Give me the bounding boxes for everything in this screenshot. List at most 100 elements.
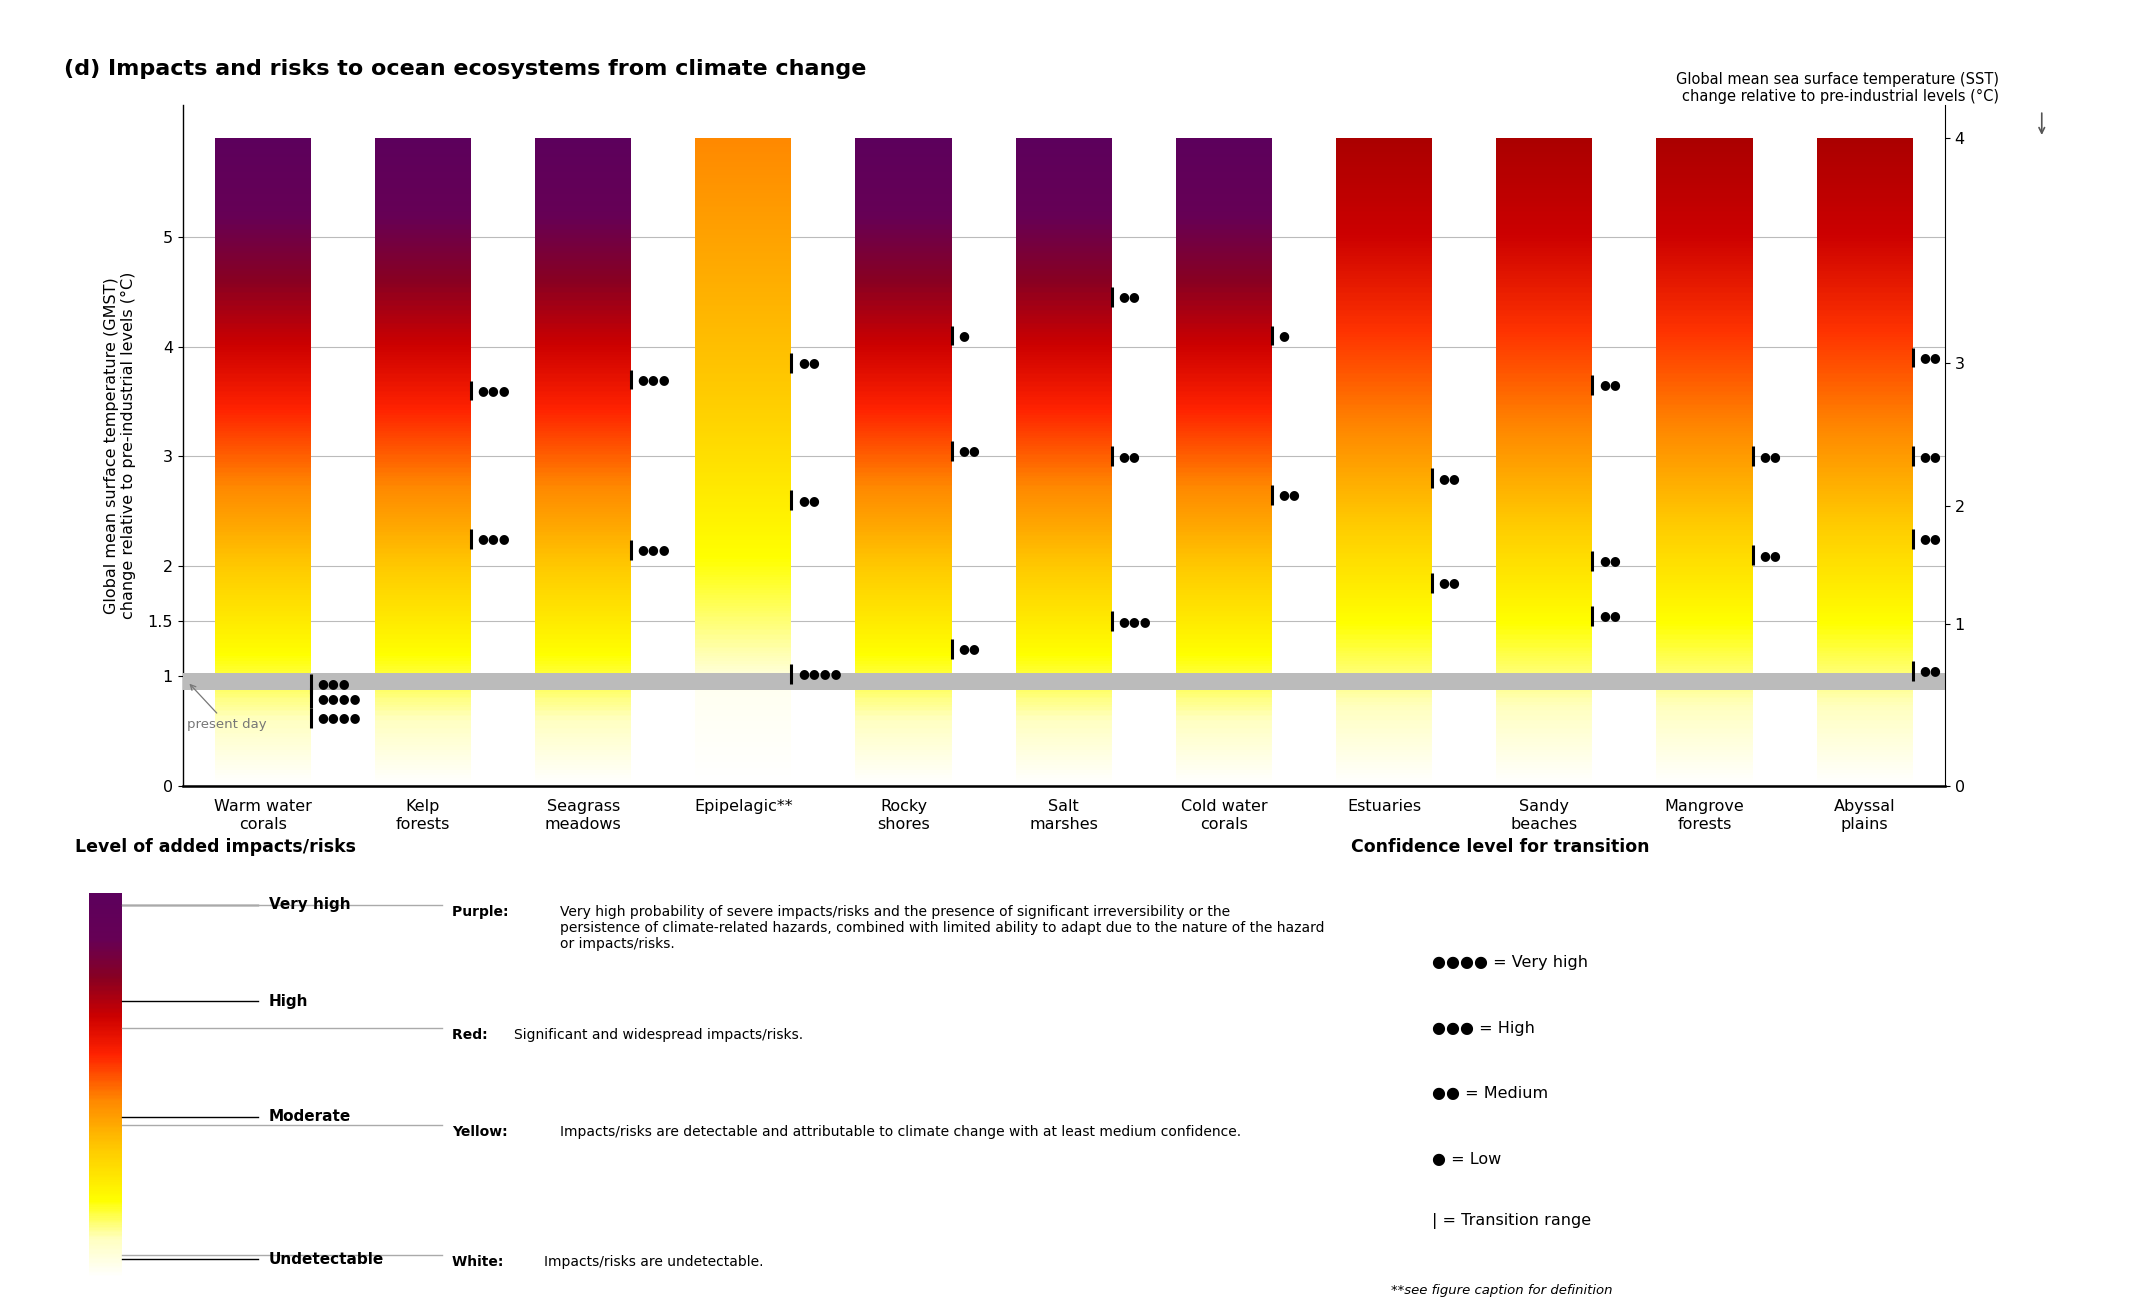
Bar xyxy=(215,616,312,617)
Bar xyxy=(1337,342,1431,343)
Bar xyxy=(215,744,312,745)
Bar xyxy=(535,531,632,532)
Bar xyxy=(1337,566,1431,567)
Bar xyxy=(1816,430,1913,431)
Bar xyxy=(1496,436,1592,438)
Bar xyxy=(215,569,312,570)
Bar xyxy=(1657,664,1754,665)
Bar xyxy=(1016,258,1111,259)
Bar xyxy=(215,290,312,292)
Bar xyxy=(855,709,952,710)
Bar xyxy=(855,650,952,651)
Bar xyxy=(374,601,471,603)
Bar xyxy=(1176,384,1272,385)
Bar xyxy=(215,601,312,603)
Bar xyxy=(855,447,952,449)
Bar xyxy=(1657,582,1754,583)
Bar xyxy=(1657,198,1754,199)
Bar xyxy=(1657,145,1754,148)
Bar xyxy=(1496,419,1592,422)
Bar xyxy=(696,303,791,305)
Bar xyxy=(535,267,632,269)
Bar xyxy=(1176,662,1272,663)
Bar xyxy=(1816,570,1913,572)
Bar xyxy=(1337,411,1431,413)
Bar xyxy=(1016,753,1111,755)
Bar xyxy=(1337,447,1431,449)
Bar xyxy=(1657,506,1754,507)
Bar xyxy=(1816,548,1913,549)
Bar xyxy=(374,212,471,214)
Bar xyxy=(535,697,632,698)
Bar xyxy=(1816,778,1913,779)
Bar xyxy=(535,148,632,149)
Bar xyxy=(1816,752,1913,753)
Bar xyxy=(215,312,312,313)
Bar xyxy=(1657,726,1754,727)
Bar xyxy=(1016,240,1111,241)
Bar xyxy=(1016,409,1111,410)
Bar xyxy=(535,354,632,355)
Bar xyxy=(1816,300,1913,301)
Bar xyxy=(1496,470,1592,472)
Bar xyxy=(1657,590,1754,592)
Bar xyxy=(374,627,471,629)
Bar xyxy=(535,580,632,582)
Bar xyxy=(535,139,632,141)
Bar xyxy=(374,744,471,745)
Bar xyxy=(535,232,632,233)
Bar xyxy=(1337,588,1431,590)
Bar xyxy=(1657,574,1754,575)
Bar xyxy=(696,143,791,144)
Bar xyxy=(1337,758,1431,760)
Bar xyxy=(1016,642,1111,643)
Bar xyxy=(374,299,471,300)
Bar xyxy=(855,719,952,722)
Bar xyxy=(855,418,952,419)
Bar xyxy=(535,250,632,252)
Bar xyxy=(855,528,952,531)
Bar xyxy=(1657,252,1754,253)
Bar xyxy=(1016,635,1111,637)
Bar xyxy=(696,396,791,397)
Bar xyxy=(1657,758,1754,760)
Bar xyxy=(535,477,632,478)
Bar xyxy=(696,638,791,641)
Bar xyxy=(1176,508,1272,511)
Bar xyxy=(535,590,632,592)
Bar xyxy=(374,217,471,219)
Text: ●●: ●● xyxy=(1919,351,1941,364)
Bar xyxy=(535,608,632,609)
Bar xyxy=(696,419,791,422)
Bar xyxy=(1176,355,1272,356)
Bar xyxy=(1176,582,1272,583)
Bar xyxy=(1657,141,1754,143)
Bar xyxy=(215,262,312,265)
Bar xyxy=(1496,622,1592,624)
Bar xyxy=(855,525,952,527)
Bar xyxy=(1176,507,1272,508)
Bar xyxy=(1176,630,1272,631)
Bar xyxy=(374,211,471,212)
Bar xyxy=(696,631,791,634)
Bar xyxy=(1016,672,1111,675)
Bar xyxy=(1496,613,1592,614)
Bar xyxy=(1496,227,1592,228)
Bar xyxy=(1337,536,1431,538)
Bar xyxy=(1016,447,1111,449)
Bar xyxy=(374,221,471,224)
Bar xyxy=(215,166,312,169)
Bar xyxy=(855,139,952,141)
Bar xyxy=(696,162,791,164)
Bar xyxy=(374,757,471,758)
Bar xyxy=(1496,603,1592,604)
Bar xyxy=(215,383,312,384)
Bar xyxy=(696,635,791,637)
Bar xyxy=(1816,519,1913,520)
Bar xyxy=(535,645,632,647)
Bar xyxy=(1816,663,1913,664)
Bar xyxy=(1657,783,1754,785)
Bar xyxy=(1816,341,1913,342)
Bar xyxy=(374,418,471,419)
Bar xyxy=(696,234,791,237)
